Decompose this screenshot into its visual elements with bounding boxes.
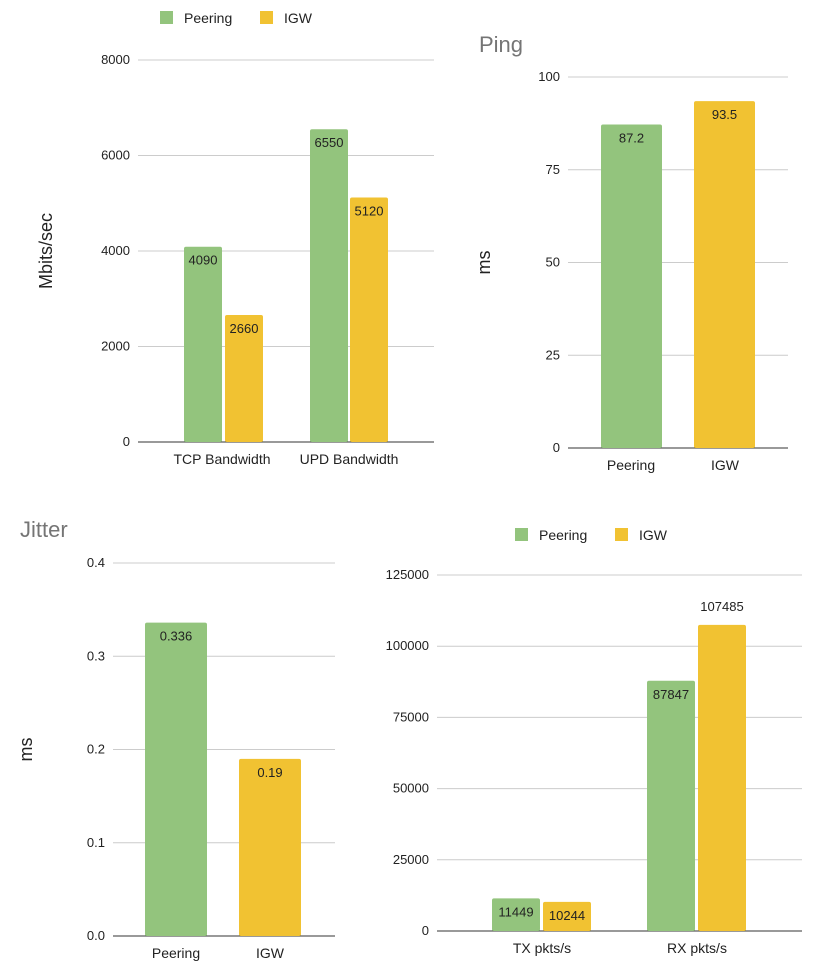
y-tick-label: 75000 [393,709,429,724]
data-label: 0.19 [257,765,282,780]
bar [239,758,301,936]
x-category-label: IGW [711,457,740,473]
legend-label: Peering [539,527,587,543]
bar [184,246,222,442]
legend: Peering IGW [160,10,313,26]
bar [492,898,540,931]
y-tick-label: 6000 [101,148,130,163]
bar [350,197,388,442]
data-label: 93.5 [712,107,737,122]
x-category-label: UPD Bandwidth [300,451,399,467]
x-category-label: TCP Bandwidth [173,451,270,467]
y-tick-label: 8000 [101,52,130,67]
bar [310,129,348,443]
y-axis-label: Mbits/sec [36,213,56,289]
data-label: 11449 [498,904,533,919]
y-tick-label: 0.1 [87,835,105,850]
chart-3: 0.0 0.1 0.2 0.3 0.4 ms Jitter 0.336 Peering 0.19 I… [16,517,335,961]
chart-1: 0 2000 4000 6000 8000 Mbits/sec 4090 2660 TCP Ba… [36,10,434,467]
y-tick-label: 50 [546,255,560,270]
data-label: 6550 [315,135,344,150]
y-tick-label: 25000 [393,852,429,867]
y-tick-label: 125000 [386,567,429,582]
bar [225,314,263,442]
y-tick-label: 75 [546,162,560,177]
x-category-label: Peering [152,945,200,961]
x-category-label: TX pkts/s [513,940,571,956]
y-tick-label: 0.4 [87,555,105,570]
y-tick-label: 100000 [386,638,429,653]
legend-swatch [260,11,273,24]
legend: Peering IGW [515,527,668,543]
data-label: 87847 [653,687,689,702]
y-tick-label: 25 [546,347,560,362]
y-axis-label: ms [16,738,36,762]
legend-swatch [160,11,173,24]
y-tick-label: 4000 [101,243,130,258]
legend-swatch [615,528,628,541]
y-tick-label: 2000 [101,339,130,354]
legend-label: Peering [184,10,232,26]
x-category-label: Peering [607,457,655,473]
bar [601,124,662,448]
y-tick-label: 0.0 [87,928,105,943]
y-tick-label: 0.2 [87,742,105,757]
bar [698,624,746,931]
y-axis-label: ms [474,251,494,275]
y-tick-label: 100 [538,69,560,84]
data-label: 0.336 [160,629,193,644]
y-tick-label: 0 [422,923,429,938]
chart-2: 0 25 50 75 100 ms Ping 87.2 Peering 93.5 IGW [474,32,788,473]
chart-4: 0 25000 50000 75000 100000 125000 11449 10244 TX… [386,527,802,956]
chart-title: Ping [479,32,523,57]
data-label: 2660 [230,321,259,336]
data-label: 10244 [549,908,585,923]
bar [694,101,755,449]
bar [647,680,695,931]
x-category-label: IGW [256,945,285,961]
y-tick-label: 50000 [393,781,429,796]
legend-swatch [515,528,528,541]
y-tick-label: 0 [123,434,130,449]
legend-label: IGW [639,527,668,543]
legend-label: IGW [284,10,313,26]
y-tick-label: 0.3 [87,648,105,663]
bar [145,622,207,936]
data-label: 4090 [189,253,218,268]
data-label: 107485 [700,599,743,614]
data-label: 5120 [355,204,384,219]
chart-title: Jitter [20,517,68,542]
x-category-label: RX pkts/s [667,940,727,956]
bar [543,901,591,931]
y-tick-label: 0 [553,440,560,455]
data-label: 87.2 [619,130,644,145]
